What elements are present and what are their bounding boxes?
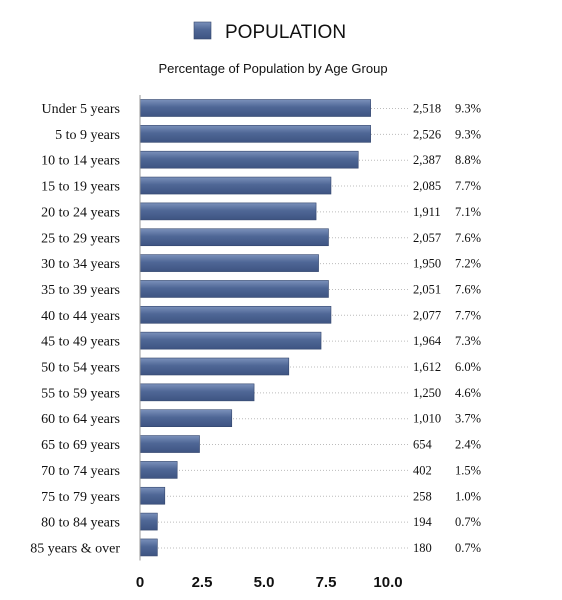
legend-label: POPULATION bbox=[225, 22, 346, 43]
bar bbox=[139, 150, 359, 169]
count-label: 402 bbox=[413, 463, 432, 477]
count-label: 194 bbox=[413, 515, 433, 529]
bar bbox=[139, 254, 319, 272]
category-label: 55 to 59 years bbox=[41, 386, 120, 401]
bar bbox=[139, 435, 200, 453]
percent-label: 0.7% bbox=[455, 541, 481, 555]
category-label: 45 to 49 years bbox=[41, 335, 120, 350]
bar bbox=[139, 228, 329, 247]
bar bbox=[139, 176, 332, 195]
bar bbox=[139, 305, 332, 324]
bars bbox=[139, 95, 408, 561]
percent-label: 4.6% bbox=[455, 386, 481, 400]
percent-label: 6.0% bbox=[455, 360, 481, 374]
category-label: 25 to 29 years bbox=[41, 231, 120, 246]
x-tick-label: 2.5 bbox=[192, 574, 213, 591]
bar bbox=[139, 202, 317, 221]
count-label: 1,950 bbox=[413, 257, 441, 271]
count-label: 2,387 bbox=[413, 153, 441, 167]
percent-label: 7.2% bbox=[455, 257, 481, 271]
percent-label: 9.3% bbox=[455, 102, 481, 116]
bar bbox=[139, 461, 178, 479]
bar bbox=[139, 486, 166, 505]
category-label: 40 to 44 years bbox=[41, 309, 120, 324]
category-label: 10 to 14 years bbox=[41, 154, 120, 169]
percent-label: 7.6% bbox=[455, 282, 481, 296]
category-label: 50 to 54 years bbox=[41, 361, 120, 376]
bar bbox=[139, 280, 329, 298]
bar bbox=[139, 125, 371, 143]
count-label: 2,077 bbox=[413, 308, 441, 322]
percent-label: 7.3% bbox=[455, 334, 481, 348]
category-label: 60 to 64 years bbox=[41, 412, 120, 427]
count-label: 1,010 bbox=[413, 412, 441, 426]
category-label: 20 to 24 years bbox=[41, 205, 120, 220]
count-label: 1,964 bbox=[413, 334, 442, 348]
x-tick-label: 0 bbox=[136, 574, 144, 591]
bar bbox=[139, 383, 255, 402]
x-tick-label: 5.0 bbox=[254, 574, 275, 591]
count-label: 2,526 bbox=[413, 127, 441, 141]
percent-label: 1.0% bbox=[455, 489, 481, 503]
percent-label: 7.1% bbox=[455, 205, 481, 219]
x-tick-label: 10.0 bbox=[373, 574, 402, 591]
count-label: 1,612 bbox=[413, 360, 441, 374]
percent-label: 8.8% bbox=[455, 153, 481, 167]
percent-label: 7.6% bbox=[455, 231, 481, 245]
count-label: 2,085 bbox=[413, 179, 441, 193]
category-labels: Under 5 years 5 to 9 years 10 to 14 years 1… bbox=[30, 102, 120, 556]
percent-label: 2.4% bbox=[455, 438, 481, 452]
bar bbox=[139, 512, 158, 531]
count-label: 180 bbox=[413, 541, 432, 555]
bar bbox=[139, 99, 371, 117]
bar bbox=[139, 409, 233, 428]
count-label: 1,911 bbox=[413, 205, 441, 219]
category-label: 5 to 9 years bbox=[55, 128, 120, 143]
category-label: 30 to 34 years bbox=[41, 257, 120, 272]
legend-swatch bbox=[193, 21, 212, 40]
percent-label: 0.7% bbox=[455, 515, 481, 529]
chart-subtitle: Percentage of Population by Age Group bbox=[158, 61, 387, 76]
count-label: 258 bbox=[413, 489, 432, 503]
count-label: 1,250 bbox=[413, 386, 441, 400]
bar bbox=[139, 538, 158, 557]
category-label: Under 5 years bbox=[41, 102, 120, 117]
category-label: 70 to 74 years bbox=[41, 464, 120, 479]
count-label: 2,518 bbox=[413, 102, 441, 116]
category-label: 80 to 84 years bbox=[41, 516, 120, 531]
category-label: 35 to 39 years bbox=[41, 283, 120, 298]
percent-label: 7.7% bbox=[455, 179, 481, 193]
percent-label: 7.7% bbox=[455, 308, 481, 322]
category-label: 85 years & over bbox=[30, 541, 120, 556]
category-label: 15 to 19 years bbox=[41, 180, 120, 195]
count-label: 2,051 bbox=[413, 282, 441, 296]
count-label: 2,057 bbox=[413, 231, 441, 245]
percent-label: 9.3% bbox=[455, 127, 481, 141]
value-labels: 2,518 9.3% 2,526 9.3% 2,387 8.8% 2,085 7.7% 1,91… bbox=[413, 102, 481, 555]
percent-label: 1.5% bbox=[455, 463, 481, 477]
category-label: 65 to 69 years bbox=[41, 438, 120, 453]
count-label: 654 bbox=[413, 438, 433, 452]
bar bbox=[139, 331, 322, 350]
percent-label: 3.7% bbox=[455, 412, 481, 426]
category-label: 75 to 79 years bbox=[41, 490, 120, 505]
x-tick-label: 7.5 bbox=[316, 574, 337, 591]
legend: POPULATION bbox=[193, 21, 346, 43]
bar bbox=[139, 357, 290, 376]
x-axis: 0 2.5 5.0 7.5 10.0 bbox=[136, 574, 403, 591]
